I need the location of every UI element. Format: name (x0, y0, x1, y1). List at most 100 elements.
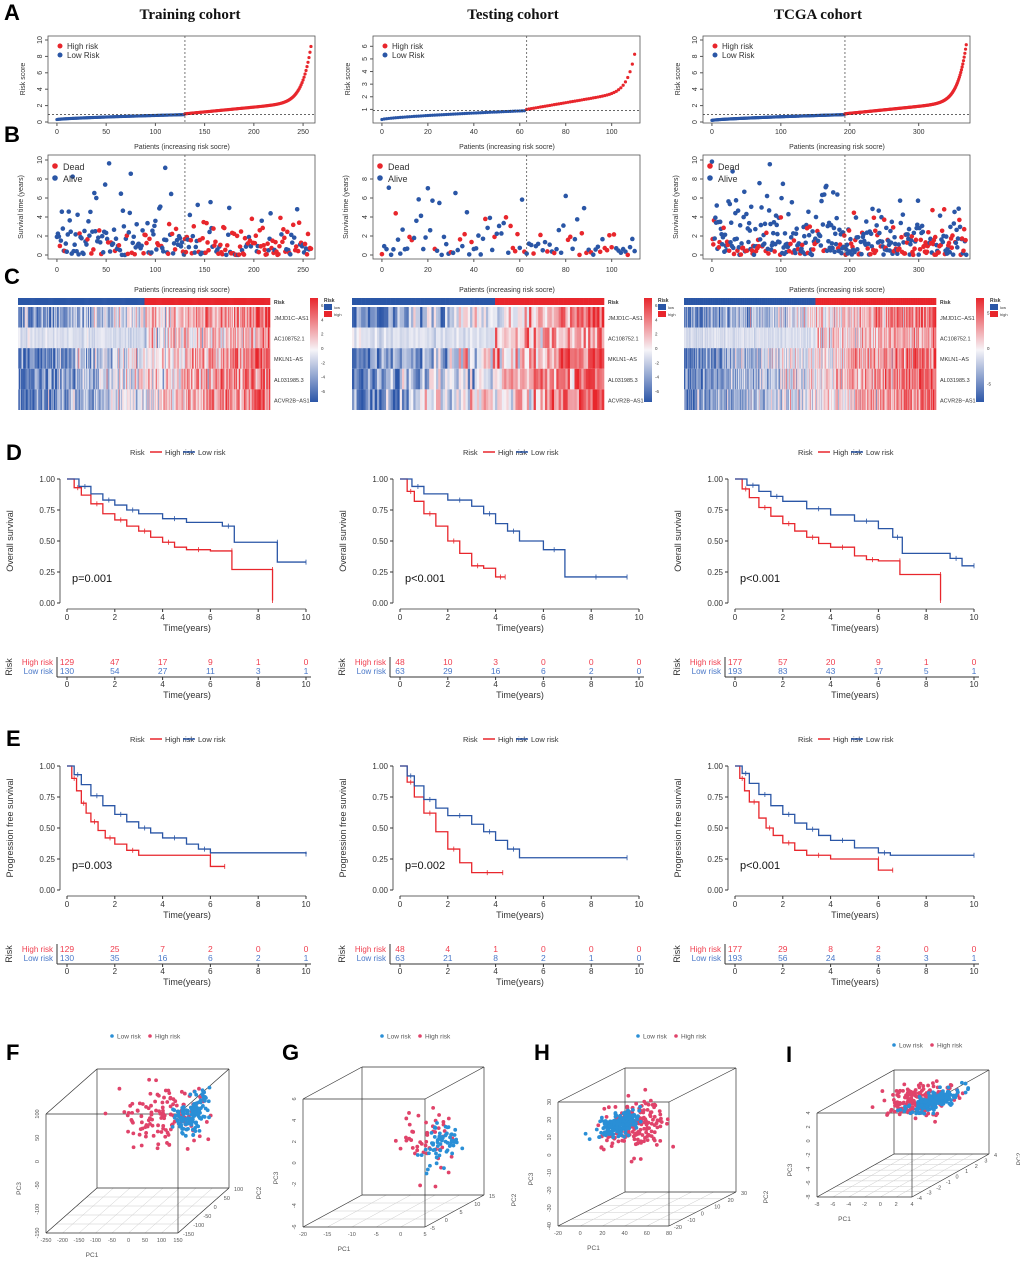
risk-annotation-cell (125, 298, 127, 305)
risk-annotation-cell (806, 298, 808, 305)
progression-free-km: 0.000.250.500.751.000 2 4 6 8 10Time(years)Pr… (4, 735, 311, 987)
alive-point (118, 191, 124, 196)
risk-annotation-cell (178, 298, 180, 305)
dead-point (296, 220, 302, 226)
heatmap-cell (150, 327, 152, 349)
alive-point (170, 251, 176, 256)
heatmap-cell (440, 348, 444, 369)
heatmap-cell (705, 307, 707, 328)
heatmap-cell (60, 368, 63, 390)
heatmap-cell (137, 307, 139, 328)
heatmap-cell (376, 307, 380, 328)
risk-table-label: Risk (337, 658, 347, 676)
heatmap-cell (540, 307, 544, 328)
dead-point (305, 231, 311, 237)
heatmap-cell (63, 348, 66, 369)
alive-point (58, 238, 64, 243)
risk-annotation-cell (526, 298, 530, 305)
y-tick-label: 6 (362, 44, 369, 48)
heatmap-cell (356, 368, 360, 390)
heatmap-cell (203, 348, 206, 369)
risk-annotation-cell (256, 298, 258, 305)
heatmap-cell (268, 327, 270, 349)
heatmap-cell (43, 368, 45, 390)
heatmap-cell (44, 307, 46, 328)
alive-point (730, 169, 735, 174)
low-risk-point (490, 110, 494, 114)
y-axis-label: Overall survival (338, 510, 348, 572)
p-value: p=0.002 (405, 860, 445, 872)
x-axis-label: Patients (increasing risk socre) (459, 144, 555, 151)
heatmap-cell (199, 368, 202, 390)
heatmap-cell (265, 348, 267, 369)
heatmap-cell (567, 368, 571, 390)
legend-low-risk: Low risk (531, 735, 559, 744)
heatmap-cell (768, 307, 770, 328)
legend-marker-alive (52, 175, 58, 181)
heatmap-cell (234, 389, 236, 410)
risk-annotation-cell (520, 298, 523, 305)
heatmap-cell (379, 327, 382, 349)
heatmap-cell (179, 348, 181, 369)
heatmap-cell (401, 389, 405, 410)
heatmap-cell (411, 307, 414, 328)
heatmap-cell (579, 368, 582, 390)
risk-annotation-cell (797, 298, 799, 305)
heatmap-cell (189, 368, 191, 390)
heatmap-cell (868, 307, 870, 328)
heatmap-cell (214, 327, 216, 349)
dead-point (872, 228, 878, 234)
legend-low-risk: Low risk (531, 448, 559, 457)
dead-point (144, 240, 149, 246)
legend-marker-high (712, 43, 718, 49)
heatmap-cell (431, 307, 435, 328)
heatmap-cell (549, 307, 553, 328)
heatmap-cell (743, 307, 745, 328)
risk-annotation-cell (50, 298, 52, 305)
heatmap-cell (556, 307, 559, 328)
heatmap-cell (124, 368, 126, 390)
heatmap-cell (114, 307, 116, 328)
risk-legend-low: low (334, 305, 340, 310)
heatmap-cell (816, 307, 818, 328)
risk-annotation-cell (750, 298, 752, 305)
x-tick-label: 6 (541, 900, 546, 909)
risk-annotation-cell (266, 298, 268, 305)
heatmap-cell (705, 307, 707, 328)
heatmap-cell (27, 307, 30, 328)
x-axis-label: Patients (increasing risk socre) (134, 287, 230, 294)
risk-annotation-cell (445, 298, 448, 305)
heatmap-cell (54, 327, 57, 349)
at-risk-low: 63 (395, 666, 405, 676)
heatmap-cell (165, 368, 168, 390)
heatmap-cell (415, 348, 419, 369)
heatmap-cell (474, 327, 478, 349)
y-tick-label: 1.00 (372, 475, 388, 484)
heatmap-cell (889, 307, 890, 328)
heatmap-cell (132, 307, 135, 328)
heatmap-cell (90, 307, 92, 328)
risk-annotation-cell (134, 298, 137, 305)
heatmap-cell (585, 368, 589, 390)
risk-annotation-cell (702, 298, 704, 305)
heatmap-cell (492, 327, 496, 349)
heatmap-cell (177, 327, 179, 349)
high-risk-point (628, 70, 632, 74)
risk-annotation-cell (898, 298, 900, 305)
heatmap-cell (465, 307, 469, 328)
heatmap-cell (82, 327, 84, 349)
y-tick-label: 4 (362, 215, 369, 219)
at-risk-high: 48 (395, 944, 405, 954)
heatmap-cell (60, 389, 63, 410)
heatmap-cell (30, 389, 32, 410)
risk-annotation-cell (829, 298, 831, 305)
risk-annotation-cell (75, 298, 77, 305)
heatmap-cell (34, 327, 36, 349)
heatmap-cell (804, 307, 806, 328)
x-tick-label: 6 (541, 613, 546, 622)
dead-point (132, 251, 138, 257)
heatmap-cell (163, 307, 166, 328)
heatmap-cell (74, 348, 76, 369)
risk-annotation-cell (720, 298, 722, 305)
heatmap-cell (136, 348, 138, 369)
